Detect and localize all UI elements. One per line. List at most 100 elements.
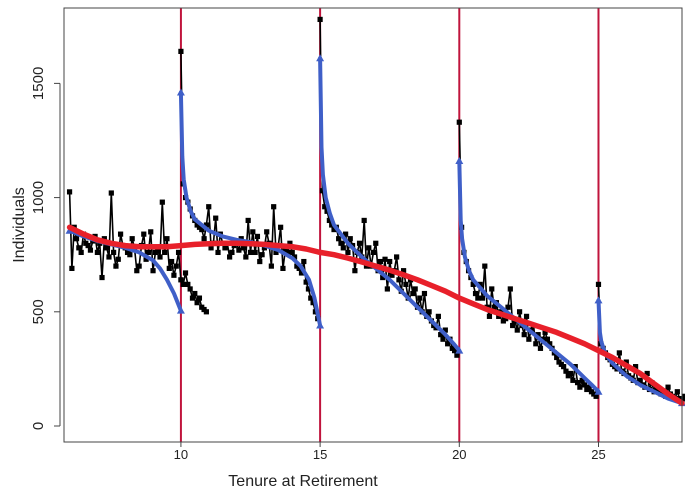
observed-point xyxy=(254,233,261,240)
observed-point xyxy=(117,231,124,237)
observed-point xyxy=(168,258,175,265)
y-tick-label: 500 xyxy=(30,299,47,324)
y-axis: 0 500 1000 1500 xyxy=(30,67,61,430)
observed-point xyxy=(570,377,576,383)
x-tick-label: 15 xyxy=(313,447,327,462)
observed-point xyxy=(245,217,251,224)
observed-point xyxy=(547,341,553,347)
observed-point xyxy=(384,286,390,292)
observed-point xyxy=(298,270,305,276)
observed-point xyxy=(537,345,544,351)
observed-point xyxy=(145,249,152,256)
observed-point xyxy=(577,384,583,390)
observed-point xyxy=(148,229,154,235)
observed-point xyxy=(445,341,451,347)
observed-point xyxy=(482,263,488,269)
observed-point xyxy=(595,281,602,287)
observed-point xyxy=(73,236,80,242)
observed-point xyxy=(115,256,121,262)
observed-point xyxy=(563,368,569,374)
observed-point xyxy=(157,254,163,260)
observed-point xyxy=(326,217,332,224)
observed-point xyxy=(308,295,314,301)
observed-point xyxy=(361,217,367,224)
observed-point xyxy=(523,313,530,319)
y-axis-label: Individuals xyxy=(11,187,28,263)
segment-fit-point xyxy=(316,54,325,62)
observed-point xyxy=(489,286,495,292)
observed-point xyxy=(581,382,588,388)
observed-point xyxy=(296,265,302,271)
observed-point xyxy=(616,350,622,356)
observed-point xyxy=(336,236,342,242)
observed-point xyxy=(159,199,165,205)
observed-point xyxy=(516,309,523,315)
observed-point xyxy=(178,48,184,54)
observed-point xyxy=(108,190,114,196)
observed-point xyxy=(475,295,481,301)
observed-point xyxy=(166,265,172,271)
observed-point xyxy=(454,352,460,358)
observed-point xyxy=(291,254,298,260)
observed-point xyxy=(194,300,200,306)
observed-point xyxy=(175,249,182,256)
observed-point xyxy=(477,281,483,287)
segment-fit-point xyxy=(455,157,464,165)
overall-fit-series xyxy=(66,224,685,406)
observed-point xyxy=(134,268,140,274)
observed-point xyxy=(201,236,207,242)
observed-point xyxy=(317,16,323,23)
observed-point xyxy=(486,313,493,319)
observed-point xyxy=(380,274,386,281)
observed-point xyxy=(222,245,228,251)
observed-point xyxy=(66,189,73,195)
observed-point xyxy=(387,258,393,265)
x-tick-label: 25 xyxy=(591,447,605,462)
observed-point xyxy=(319,188,326,194)
observed-point xyxy=(196,295,203,301)
observed-point xyxy=(324,208,330,214)
observed-point xyxy=(192,290,198,297)
observed-point xyxy=(129,236,135,242)
observed-point xyxy=(521,332,527,338)
observed-point xyxy=(568,370,574,377)
observed-point xyxy=(579,377,585,383)
observed-point xyxy=(593,393,599,399)
observed-point xyxy=(496,313,502,319)
observed-point xyxy=(665,384,671,390)
observed-point xyxy=(544,336,551,342)
segment-fit-point xyxy=(176,88,185,96)
segment-fit-point xyxy=(176,306,185,314)
y-tick-label: 1500 xyxy=(30,67,47,100)
observed-point xyxy=(410,290,416,297)
observed-point xyxy=(491,304,497,310)
x-tick-label: 10 xyxy=(174,447,188,462)
segment-fit-point xyxy=(455,346,464,354)
observed-point xyxy=(252,249,258,256)
observed-point xyxy=(203,309,209,315)
observed-point xyxy=(203,222,210,228)
observed-point xyxy=(479,295,486,301)
observed-point xyxy=(136,263,142,269)
observed-point xyxy=(343,231,349,237)
observed-point xyxy=(76,245,82,251)
observed-point xyxy=(141,231,147,237)
observed-point xyxy=(403,281,409,287)
observed-point xyxy=(280,265,286,271)
segment-fit-point xyxy=(594,387,603,395)
y-tick-label: 0 xyxy=(30,422,47,430)
observed-point xyxy=(503,316,509,322)
observed-point xyxy=(171,272,177,278)
observed-point xyxy=(259,252,265,258)
x-axis: 10 15 20 25 xyxy=(174,442,606,462)
observed-point xyxy=(510,322,516,329)
observed-point xyxy=(632,364,639,370)
observed-point xyxy=(287,240,293,246)
observed-point xyxy=(412,286,418,292)
observed-point xyxy=(400,268,407,274)
y-tick-label: 1000 xyxy=(30,181,47,214)
observed-point xyxy=(535,332,541,338)
observed-point xyxy=(268,263,274,269)
observed-point xyxy=(554,354,560,361)
observed-point xyxy=(347,236,353,242)
